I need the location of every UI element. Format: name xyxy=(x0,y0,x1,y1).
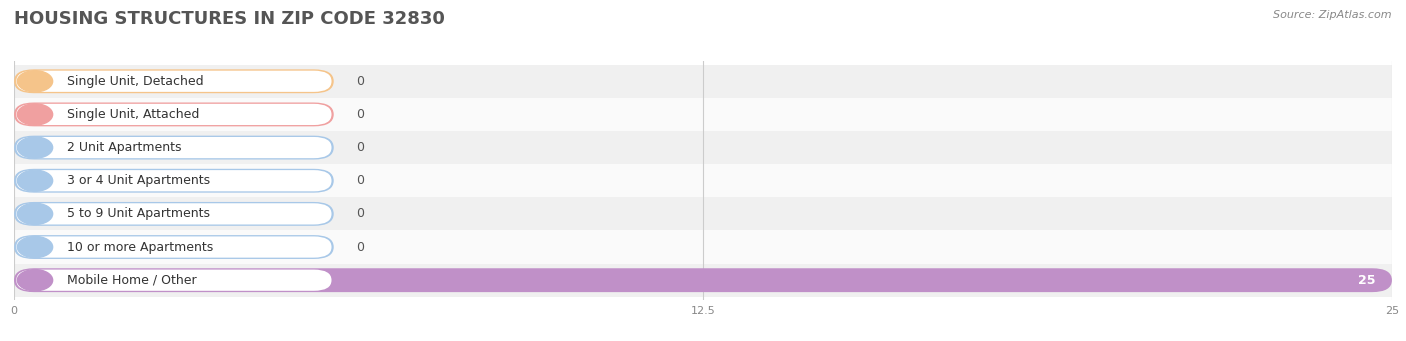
FancyBboxPatch shape xyxy=(14,202,333,226)
Text: 25: 25 xyxy=(1358,274,1375,287)
FancyBboxPatch shape xyxy=(14,231,1392,264)
Circle shape xyxy=(17,170,52,191)
Text: Single Unit, Attached: Single Unit, Attached xyxy=(67,108,200,121)
Circle shape xyxy=(17,270,52,291)
FancyBboxPatch shape xyxy=(14,69,333,93)
FancyBboxPatch shape xyxy=(17,170,332,191)
Circle shape xyxy=(17,104,52,125)
FancyBboxPatch shape xyxy=(14,136,333,160)
Text: 3 or 4 Unit Apartments: 3 or 4 Unit Apartments xyxy=(67,174,209,187)
Text: HOUSING STRUCTURES IN ZIP CODE 32830: HOUSING STRUCTURES IN ZIP CODE 32830 xyxy=(14,10,444,28)
FancyBboxPatch shape xyxy=(14,103,333,127)
FancyBboxPatch shape xyxy=(14,98,1392,131)
FancyBboxPatch shape xyxy=(14,235,333,259)
FancyBboxPatch shape xyxy=(14,268,1392,292)
FancyBboxPatch shape xyxy=(17,236,332,258)
Circle shape xyxy=(17,203,52,224)
Text: Single Unit, Detached: Single Unit, Detached xyxy=(67,75,204,88)
FancyBboxPatch shape xyxy=(14,169,333,193)
Circle shape xyxy=(17,137,52,158)
Text: 0: 0 xyxy=(356,207,364,220)
Text: 2 Unit Apartments: 2 Unit Apartments xyxy=(67,141,181,154)
Text: 0: 0 xyxy=(356,141,364,154)
Text: 0: 0 xyxy=(356,174,364,187)
Text: 5 to 9 Unit Apartments: 5 to 9 Unit Apartments xyxy=(67,207,209,220)
Text: 10 or more Apartments: 10 or more Apartments xyxy=(67,240,214,254)
Circle shape xyxy=(17,236,52,258)
Text: Source: ZipAtlas.com: Source: ZipAtlas.com xyxy=(1274,10,1392,20)
FancyBboxPatch shape xyxy=(14,131,1392,164)
FancyBboxPatch shape xyxy=(14,264,1392,297)
Text: 0: 0 xyxy=(356,108,364,121)
FancyBboxPatch shape xyxy=(17,104,332,125)
Circle shape xyxy=(17,71,52,92)
Text: Mobile Home / Other: Mobile Home / Other xyxy=(67,274,197,287)
FancyBboxPatch shape xyxy=(14,164,1392,197)
Text: 0: 0 xyxy=(356,75,364,88)
FancyBboxPatch shape xyxy=(17,137,332,158)
FancyBboxPatch shape xyxy=(14,197,1392,231)
FancyBboxPatch shape xyxy=(14,65,1392,98)
FancyBboxPatch shape xyxy=(17,71,332,92)
Text: 0: 0 xyxy=(356,240,364,254)
FancyBboxPatch shape xyxy=(17,270,332,291)
FancyBboxPatch shape xyxy=(17,203,332,224)
